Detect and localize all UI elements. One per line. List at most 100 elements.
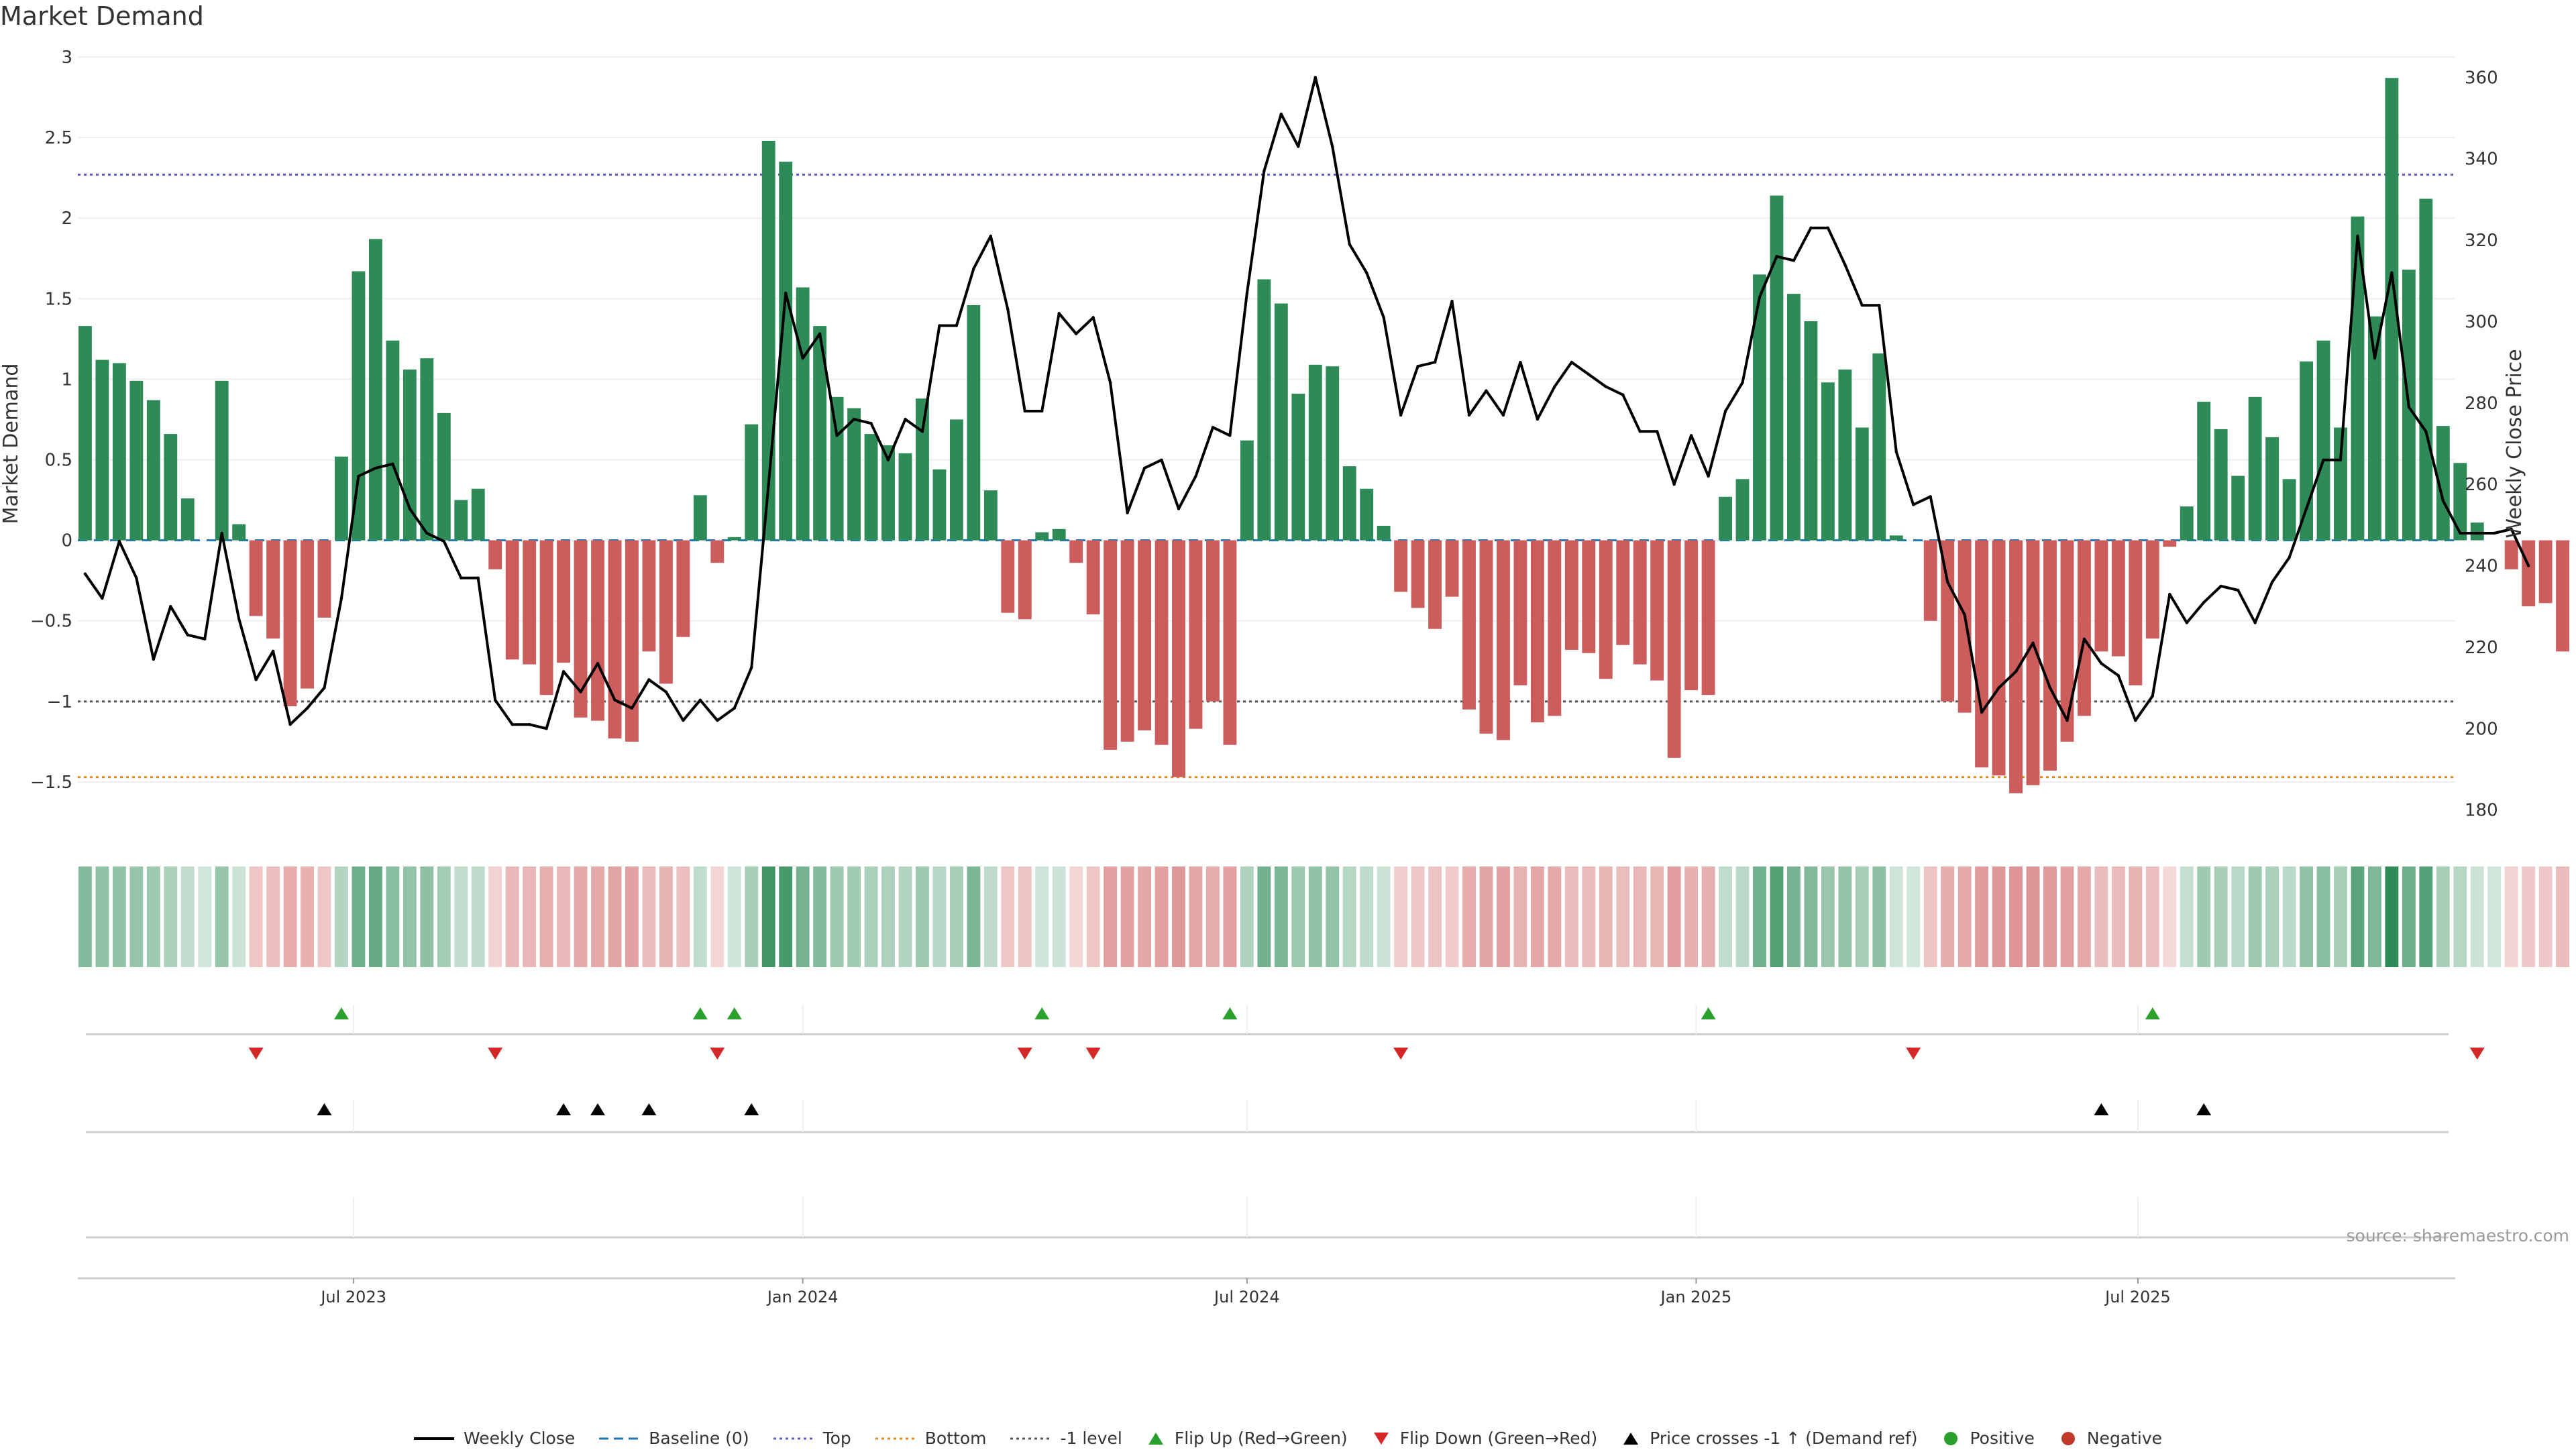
demand-bar: [898, 453, 912, 541]
y-tick-label: 3: [61, 48, 72, 68]
heat-cell: [2351, 866, 2365, 967]
heat-cell: [1342, 866, 1356, 967]
heat-cell: [2334, 866, 2347, 967]
heat-cell: [1377, 866, 1391, 967]
price-point: [1348, 242, 1351, 246]
price-point: [494, 698, 497, 702]
flip-up-marker: [692, 1007, 708, 1019]
demand-bar: [2163, 540, 2177, 547]
heat-cell: [2453, 866, 2467, 967]
demand-bar: [420, 358, 434, 541]
heat-cell: [608, 866, 622, 967]
price-point: [1860, 303, 1864, 307]
demand-bar: [2214, 429, 2228, 541]
flip-up-marker: [333, 1007, 349, 1019]
price-point: [408, 507, 412, 510]
price-point: [442, 539, 445, 543]
demand-bar: [1923, 540, 1937, 621]
heat-cell: [335, 866, 348, 967]
legend-label: Positive: [1970, 1429, 2035, 1448]
demand-bar: [1394, 540, 1408, 592]
price-cross-marker: [556, 1103, 572, 1115]
heat-cell: [625, 866, 639, 967]
demand-bar: [232, 524, 246, 541]
flip-down-marker: [1393, 1048, 1409, 1060]
heat-cell: [2180, 866, 2194, 967]
legend: Weekly Close Baseline (0) Top Bottom -1 leve…: [0, 1427, 2576, 1454]
legend-label: Weekly Close: [463, 1429, 576, 1448]
demand-bar: [1599, 540, 1613, 679]
price-point: [2339, 458, 2343, 461]
demand-bar: [710, 540, 724, 563]
price-point: [972, 267, 975, 270]
heat-cell: [1889, 866, 1903, 967]
heat-cell: [2419, 866, 2433, 967]
heat-cell: [2470, 866, 2484, 967]
demand-bar: [215, 380, 229, 541]
price-point: [357, 474, 360, 478]
legend-circle: [1944, 1432, 1958, 1445]
demand-bar: [539, 540, 553, 695]
price-point: [2288, 556, 2291, 559]
demand-bar: [1804, 321, 1818, 541]
demand-bar: [2522, 540, 2536, 607]
demand-bar: [1992, 540, 2006, 776]
legend-symbol-dot: [1010, 1437, 1051, 1440]
flip-up-marker: [1034, 1007, 1050, 1019]
heat-cell: [95, 866, 109, 967]
heat-cell: [1684, 866, 1699, 967]
price-point: [271, 649, 275, 653]
price-point: [733, 706, 736, 710]
demand-bar: [2436, 426, 2450, 541]
price-point: [1450, 299, 1454, 303]
price-point: [784, 291, 788, 295]
legend-label: Top: [822, 1429, 851, 1448]
price-point: [2065, 718, 2069, 722]
legend-triangle-down: [1373, 1433, 1389, 1445]
price-point: [2441, 499, 2445, 502]
price-point: [2253, 621, 2257, 624]
demand-bar: [1018, 540, 1032, 620]
demand-bar: [2419, 199, 2433, 541]
price-point: [2236, 588, 2240, 592]
heat-cell: [1872, 866, 1886, 967]
heat-cell: [916, 866, 929, 967]
demand-bar: [1821, 382, 1835, 541]
heat-cell: [2026, 866, 2040, 967]
heat-cell: [129, 866, 144, 967]
demand-bar: [2009, 540, 2023, 793]
heat-cell: [864, 866, 878, 967]
heat-cell: [2060, 866, 2074, 967]
price-point: [1553, 385, 1556, 388]
price-point: [1723, 409, 1727, 413]
legend-label: Bottom: [924, 1429, 987, 1448]
heat-cell: [1479, 866, 1493, 967]
price-point: [1826, 226, 1830, 230]
price-point: [2048, 686, 2052, 689]
demand-bar: [847, 408, 861, 541]
demand-bar: [1360, 488, 1374, 541]
price-point: [647, 678, 651, 681]
heat-cell: [1838, 866, 1852, 967]
demand-bar: [727, 537, 741, 541]
demand-bar: [2470, 522, 2484, 541]
heat-cell: [967, 866, 981, 967]
heat-cell: [557, 866, 571, 967]
heat-cell: [2043, 866, 2057, 967]
demand-bar: [2334, 427, 2347, 541]
price-point: [83, 572, 87, 575]
legend-symbol-dash: [599, 1437, 640, 1440]
price-point: [203, 637, 207, 640]
demand-bar: [1479, 540, 1493, 734]
price-point: [767, 482, 770, 486]
price-point: [2151, 694, 2155, 697]
demand-bar: [949, 419, 963, 541]
demand-bar: [1650, 540, 1664, 681]
y2-tick-label: 340: [2465, 150, 2498, 170]
price-point: [237, 617, 241, 620]
price-point: [801, 356, 804, 360]
heat-cell: [710, 866, 724, 967]
flip-up-marker: [1222, 1007, 1238, 1019]
heat-cell: [2522, 866, 2536, 967]
